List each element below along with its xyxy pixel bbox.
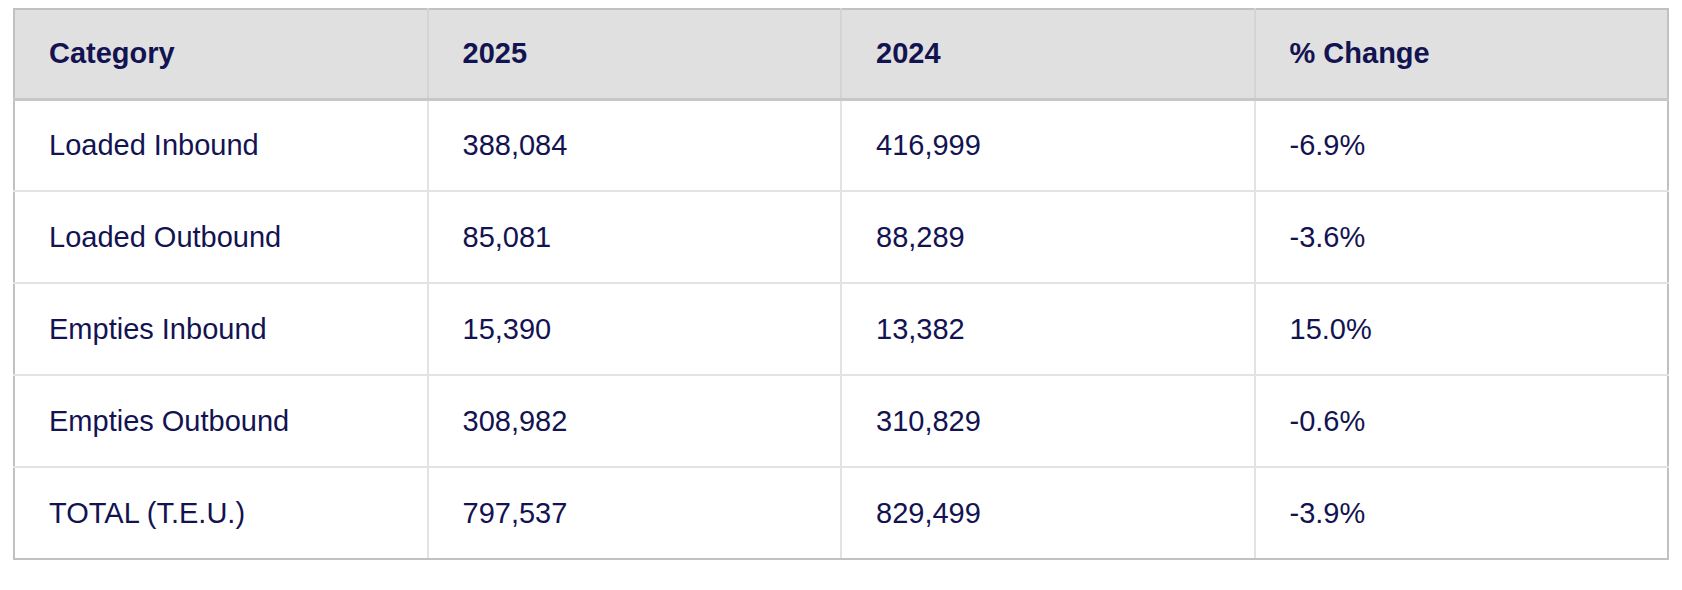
cell-2024-value: 416,999 [841, 99, 1255, 191]
column-header-pct-change: % Change [1255, 9, 1669, 99]
header-row: Category 2025 2024 % Change [14, 9, 1668, 99]
cell-2025-value: 797,537 [428, 467, 842, 559]
cell-2024-value: 829,499 [841, 467, 1255, 559]
cell-category: TOTAL (T.E.U.) [14, 467, 428, 559]
column-header-2024: 2024 [841, 9, 1255, 99]
table-row-empties-inbound: Empties Inbound 15,390 13,382 15.0% [14, 283, 1668, 375]
table-row-loaded-inbound: Loaded Inbound 388,084 416,999 -6.9% [14, 99, 1668, 191]
cell-pct-change: 15.0% [1255, 283, 1669, 375]
table-row-total-teu: TOTAL (T.E.U.) 797,537 829,499 -3.9% [14, 467, 1668, 559]
cell-2025-value: 85,081 [428, 191, 842, 283]
cell-2024-value: 88,289 [841, 191, 1255, 283]
cell-pct-change: -3.9% [1255, 467, 1669, 559]
cell-pct-change: -6.9% [1255, 99, 1669, 191]
teu-statistics-table: Category 2025 2024 % Change Loaded Inbou… [13, 8, 1669, 560]
cell-category: Loaded Inbound [14, 99, 428, 191]
cell-category: Empties Outbound [14, 375, 428, 467]
table-row-empties-outbound: Empties Outbound 308,982 310,829 -0.6% [14, 375, 1668, 467]
column-header-category: Category [14, 9, 428, 99]
cell-pct-change: -0.6% [1255, 375, 1669, 467]
cell-category: Empties Inbound [14, 283, 428, 375]
cell-pct-change: -3.6% [1255, 191, 1669, 283]
table-container: Category 2025 2024 % Change Loaded Inbou… [0, 0, 1682, 574]
cell-2024-value: 13,382 [841, 283, 1255, 375]
cell-2025-value: 388,084 [428, 99, 842, 191]
column-header-2025: 2025 [428, 9, 842, 99]
table-header: Category 2025 2024 % Change [14, 9, 1668, 99]
table-body: Loaded Inbound 388,084 416,999 -6.9% Loa… [14, 99, 1668, 559]
cell-2025-value: 15,390 [428, 283, 842, 375]
table-row-loaded-outbound: Loaded Outbound 85,081 88,289 -3.6% [14, 191, 1668, 283]
cell-2025-value: 308,982 [428, 375, 842, 467]
cell-category: Loaded Outbound [14, 191, 428, 283]
cell-2024-value: 310,829 [841, 375, 1255, 467]
